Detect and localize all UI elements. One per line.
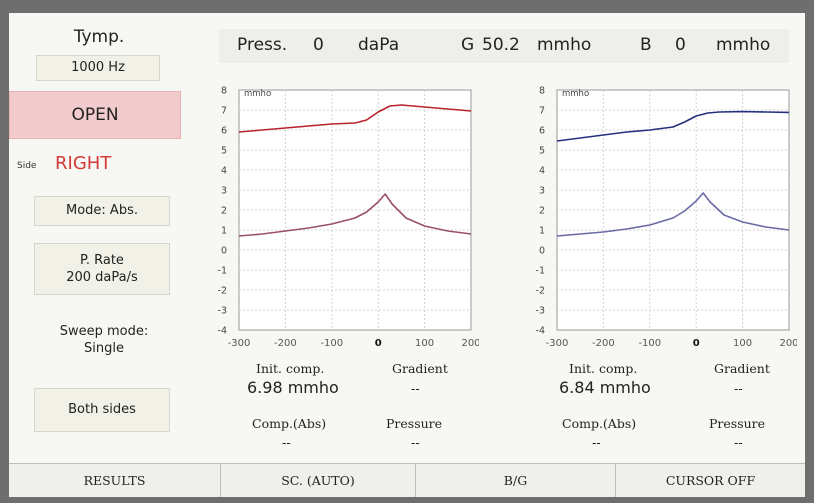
y-tick-label: -3 [218,306,227,317]
side-value[interactable]: RIGHT [55,153,112,174]
y-tick-label: -1 [218,266,227,277]
x-tick-label: -200 [274,338,297,349]
y-tick-label: 2 [221,206,227,217]
scale-auto-button[interactable]: SC. (AUTO) [221,464,416,497]
y-tick-label: 6 [221,126,227,137]
series-line [556,192,790,237]
x-tick-label: 200 [461,338,479,349]
x-tick-label: -300 [228,338,251,349]
y-tick-label: 1 [539,226,545,237]
y-axis-unit-label: mmho [562,89,589,99]
press-value: 0 [313,35,324,55]
y-tick-label: 4 [539,166,545,177]
x-tick-label: 0 [375,338,382,349]
y-tick-label: 1 [221,226,227,237]
comp-abs-value: -- [282,436,291,450]
pressure-rate-button[interactable]: P. Rate 200 daPa/s [34,243,170,295]
y-tick-label: 3 [221,186,227,197]
series-line [238,104,472,133]
y-tick-label: 8 [539,86,545,97]
press-unit: daPa [358,35,400,55]
g-unit: mmho [537,35,592,55]
sweep-mode-value: Single [84,341,124,356]
y-tick-label: 6 [539,126,545,137]
x-tick-label: 100 [415,338,434,349]
init-comp-label: Init. comp. [256,361,325,376]
right-ear-chart-svg: 8 7 6 5 4 3 2 1 0 -1 -2 -3 -4-300 -200 -100 0 100 200 mmho [218,86,479,350]
y-tick-label: -2 [536,286,545,297]
frequency-button[interactable]: 1000 Hz [36,55,160,81]
init-comp-value: 6.84 mmho [559,378,651,397]
pressure-value: -- [411,436,420,450]
x-tick-label: 100 [733,338,752,349]
measurement-readout: Press. 0 daPa G 50.2 mmho B 0 mmho [219,29,789,63]
mode-button[interactable]: Mode: Abs. [34,196,170,226]
y-tick-label: 7 [221,106,227,117]
y-tick-label: -2 [218,286,227,297]
y-tick-label: 2 [539,206,545,217]
y-tick-label: 7 [539,106,545,117]
bg-toggle-button[interactable]: B/G [416,464,616,497]
press-label: Press. [237,35,288,55]
y-tick-label: -3 [536,306,545,317]
gradient-label: Gradient [392,361,448,376]
y-tick-label: 0 [539,246,545,257]
open-status-button[interactable]: OPEN [9,91,181,139]
y-tick-label: 8 [221,86,227,97]
g-value: 50.2 [482,35,520,55]
gradient-value: -- [411,382,420,396]
gradient-value: -- [734,382,743,396]
p-rate-value: 200 daPa/s [66,270,138,285]
y-tick-label: 4 [221,166,227,177]
sweep-mode: Sweep mode: Single [29,323,179,357]
y-tick-label: -4 [218,326,227,337]
pressure-value: -- [734,436,743,450]
x-tick-label: -100 [320,338,343,349]
results-button[interactable]: RESULTS [9,464,221,497]
x-tick-label: -300 [546,338,569,349]
x-tick-label: 0 [693,338,700,349]
pressure-label: Pressure [709,416,766,431]
b-value: 0 [675,35,686,55]
init-comp-label: Init. comp. [569,361,638,376]
right-ear-info: Init. comp. 6.98 mmho Gradient -- Comp.(… [209,361,479,461]
tymp-title: Tymp. [73,27,125,47]
y-tick-label: 0 [221,246,227,257]
left-ear-tympanogram: 8 7 6 5 4 3 2 1 0 -1 -2 -3 -4 -300 -200 -100 0 100 200 mmho [527,73,797,363]
y-tick-label: -1 [536,266,545,277]
comp-abs-value: -- [592,436,601,450]
y-tick-label: 5 [221,146,227,157]
sweep-mode-label: Sweep mode: [59,324,149,339]
series-line [556,110,790,142]
x-tick-label: -100 [638,338,661,349]
p-rate-label: P. Rate [80,253,124,268]
screen: Tymp. 1000 Hz OPEN Side RIGHT Mode: Abs.… [9,13,805,463]
both-sides-button[interactable]: Both sides [34,388,170,432]
left-ear-info: Init. comp. 6.84 mmho Gradient -- Comp.(… [527,361,797,461]
b-unit: mmho [716,35,771,55]
cursor-toggle-button[interactable]: CURSOR OFF [665,473,756,488]
x-tick-label: -200 [592,338,615,349]
pressure-label: Pressure [386,416,443,431]
bottom-toolbar: RESULTS SC. (AUTO) B/G CURSOR OFF [9,463,805,497]
left-ear-chart-svg: 8 7 6 5 4 3 2 1 0 -1 -2 -3 -4-300 -200 -100 0 100 200 mmho [536,86,797,350]
b-label: B [640,35,652,55]
side-label: Side [17,161,37,171]
device-frame: Tymp. 1000 Hz OPEN Side RIGHT Mode: Abs.… [9,13,805,497]
x-tick-label: 200 [779,338,797,349]
y-tick-label: -4 [536,326,545,337]
y-tick-label: 5 [539,146,545,157]
g-label: G [461,35,475,55]
gradient-label: Gradient [714,361,770,376]
comp-abs-label: Comp.(Abs) [562,416,637,431]
y-tick-label: 3 [539,186,545,197]
init-comp-value: 6.98 mmho [247,378,339,397]
y-axis-unit-label: mmho [244,89,271,99]
series-line [238,193,472,237]
comp-abs-label: Comp.(Abs) [252,416,327,431]
right-ear-tympanogram: 8 7 6 5 4 3 2 1 0 -1 -2 -3 -4 -300 -200 -100 0 100 200 mmho [209,73,479,363]
